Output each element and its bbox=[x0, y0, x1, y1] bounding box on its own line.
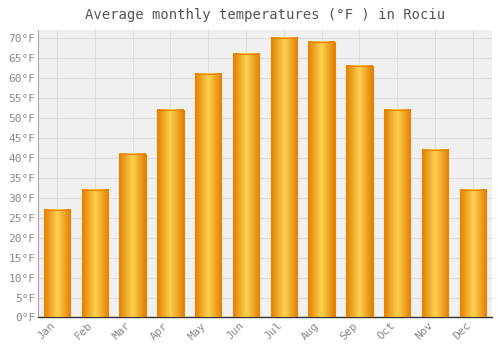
Bar bbox=[157, 110, 184, 317]
Bar bbox=[195, 74, 222, 317]
Title: Average monthly temperatures (°F ) in Rociu: Average monthly temperatures (°F ) in Ro… bbox=[85, 8, 445, 22]
Bar bbox=[422, 150, 448, 317]
Bar bbox=[195, 74, 222, 317]
Bar bbox=[270, 38, 297, 317]
Bar bbox=[460, 190, 486, 317]
Bar bbox=[82, 190, 108, 317]
Bar bbox=[460, 190, 486, 317]
Bar bbox=[270, 38, 297, 317]
Bar bbox=[44, 210, 70, 317]
Bar bbox=[346, 66, 372, 317]
Bar bbox=[422, 150, 448, 317]
Bar bbox=[157, 110, 184, 317]
Bar bbox=[233, 54, 259, 317]
Bar bbox=[120, 154, 146, 317]
Bar bbox=[233, 54, 259, 317]
Bar bbox=[384, 110, 410, 317]
Bar bbox=[384, 110, 410, 317]
Bar bbox=[82, 190, 108, 317]
Bar bbox=[44, 210, 70, 317]
Bar bbox=[308, 42, 335, 317]
Bar bbox=[346, 66, 372, 317]
Bar bbox=[308, 42, 335, 317]
Bar bbox=[120, 154, 146, 317]
